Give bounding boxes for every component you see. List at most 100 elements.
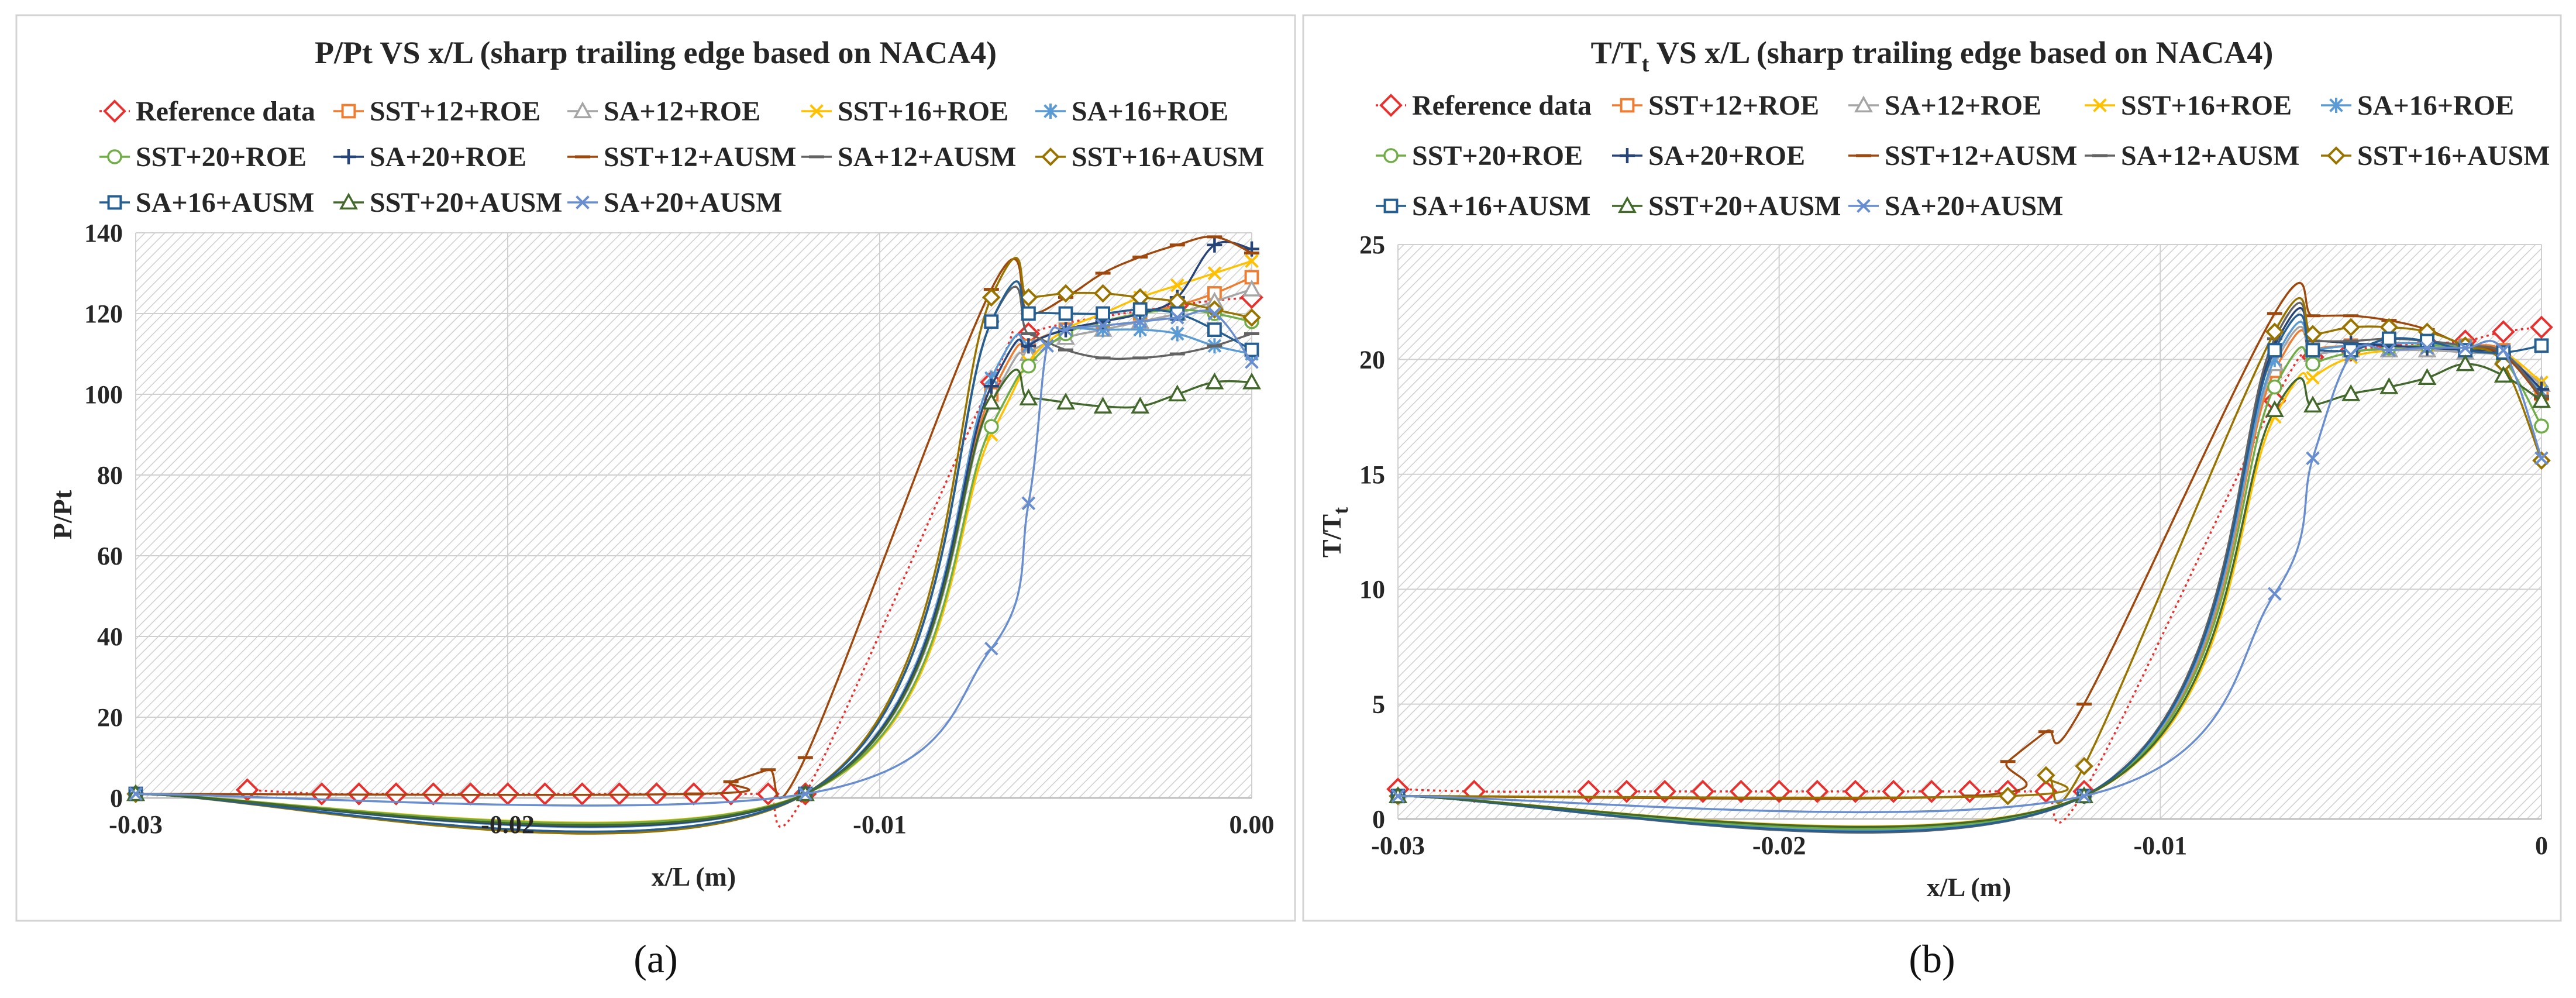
b-line-sa-20-ausm [1397,339,2543,814]
a-point-sst-20-ausm [982,393,1001,409]
a-point-sst-20-ausm [1242,372,1261,390]
b-legend-label: SST+16+ROE [2121,90,2292,121]
b-series-sa-20-ausm [1391,339,2549,814]
b-point-sst-20-roe [2305,356,2320,372]
a-point-sst-16-ausm [982,288,1001,307]
a-point-sa-20-ausm [1207,307,1222,321]
a-legend-item-sa-16-ausm: SA+16+AUSM [99,187,314,218]
b-point-sst-20-ausm [2265,400,2284,417]
caption-b: (b) [1909,937,1955,981]
b-point-sa-16-ausm [2305,343,2320,358]
chart-b-ylabel-main: T/T [1317,514,1346,557]
a-legend-swatch-marker [810,104,824,118]
a-point-sst-16-roe [1245,254,1259,269]
b-ytick-label: 10 [1359,575,1385,604]
a-point-sa-20-ausm [1170,311,1184,325]
b-legend-label: SST+12+AUSM [1885,140,2077,171]
b-legend-label: SA+20+AUSM [1885,191,2063,222]
a-point-sa-16-ausm [1021,306,1036,321]
a-legend-item-sst-20-ausm: SST+20+AUSM [333,187,562,218]
a-legend-swatch-marker [576,195,590,209]
a-ytick-label: 100 [84,380,123,409]
b-legend-swatch-marker [1854,95,1873,113]
b-point-reference-data [1767,780,1791,803]
b-xtick-label: -0.02 [1752,831,1806,860]
a-legend-item-sst-16-roe: SST+16+ROE [801,96,1008,127]
b-legend-item-sst-16-ausm: SST+16+AUSM [2321,140,2550,171]
b-point-sst-20-ausm [2417,368,2437,385]
b-legend-swatch-marker [1620,98,1635,113]
a-ytick-label: 80 [97,461,123,490]
a-point-sa-16-ausm [1207,322,1222,338]
a-point-sst-16-roe [1170,278,1184,292]
b-point-sst-20-ausm [2456,354,2475,371]
a-legend-item-reference-data: Reference data [99,96,315,127]
b-point-sa-16-ausm [2534,338,2549,353]
b-point-sst-20-ausm [2494,366,2513,383]
b-legend-item-sa-12-ausm: SA+12+AUSM [2085,140,2299,171]
chart-b-title-sub: t [1642,52,1649,77]
b-legend-item-sa-20-ausm: SA+20+AUSM [1848,191,2063,222]
b-point-sa-20-ausm [2382,343,2396,357]
a-point-sst-20-ausm [1205,372,1224,390]
chart-b-xlabel: x/L (m) [1927,872,2011,902]
b-legend-swatch-marker [1857,199,1871,213]
a-point-sa-20-ausm [1040,339,1055,353]
b-point-sa-20-ausm [2496,343,2510,357]
a-point-sst-16-ausm [1056,284,1075,303]
caption-a: (a) [633,937,677,981]
a-point-sst-20-ausm [1056,393,1075,409]
a-ytick-label: 60 [97,542,123,570]
b-ytick-label: 25 [1359,230,1385,259]
b-point-sa-20-ausm [2268,587,2282,601]
b-point-sst-16-ausm [2037,766,2055,785]
b-legend-swatch-marker [1618,196,1637,214]
b-point-sa-20-ausm [2534,451,2549,466]
a-line-sst-16-ausm [135,257,1252,835]
a-xtick-label: 0.00 [1230,810,1275,839]
a-legend-label: SA+20+AUSM [604,187,782,218]
chart-a-y-ticks: 0 20 40 60 80 100 120 140 [84,219,123,813]
b-point-reference-data [2492,320,2515,344]
a-point-sst-20-ausm [1019,388,1038,406]
b-point-reference-data [1882,780,1905,803]
b-point-sst-16-ausm [1998,786,2017,806]
chart-a-legend: Reference data SST+12+ROE SA+12+ROE SST+16+… [99,96,1264,218]
a-point-sst-16-ausm [1019,288,1038,307]
b-point-sa-20-ausm [2306,451,2320,466]
b-ytick-label: 0 [1372,805,1385,834]
a-point-sa-12-roe [1242,279,1261,297]
b-point-sa-20-ausm [2077,789,2091,803]
b-legend-item-sst-12-ausm: SST+12+AUSM [1848,140,2077,171]
b-point-sst-20-ausm [2379,377,2399,394]
chart-b-title: T/Tt VS x/L (sharp trailing edge based o… [1591,35,2274,77]
a-point-sst-20-roe [1021,358,1036,374]
a-legend-item-sa-20-ausm: SA+20+AUSM [567,187,782,218]
a-legend-label: SST+16+AUSM [1072,142,1264,173]
a-point-sa-20-ausm [1245,355,1259,369]
chart-b-plot-area [1398,245,2541,819]
a-point-sa-16-ausm [1058,306,1073,321]
a-ytick-label: 0 [110,784,123,813]
b-legend-item-sst-20-ausm: SST+20+AUSM [1612,191,1841,222]
a-legend-label: SA+12+ROE [604,96,760,127]
a-xtick-label: -0.03 [109,810,163,839]
b-point-sa-20-ausm [2458,340,2472,355]
chart-panel-a: P/Pt VS x/L (sharp trailing edge based o… [15,14,1296,922]
chart-b-gridlines [1397,244,2542,820]
a-point-sst-20-ausm [1131,397,1150,414]
b-point-sa-20-ausm [2344,347,2358,362]
b-legend-item-sst-12-roe: SST+12+ROE [1612,90,1819,121]
b-series-sst-16-ausm [1389,297,2551,806]
b-point-sa-20-ausm [1391,789,1405,803]
a-point-sa-20-ausm [129,787,143,801]
b-legend-label: SA+16+ROE [2357,90,2514,121]
b-legend-swatch-marker [1620,148,1635,163]
chart-b-title-main: T/T [1591,35,1642,70]
a-point-sst-20-ausm [1093,397,1113,414]
chart-panel-b: T/Tt VS x/L (sharp trailing edge based o… [1302,14,2562,922]
a-point-sst-16-ausm [1242,308,1261,327]
b-legend-item-sa-16-ausm: SA+16+AUSM [1376,191,1590,222]
a-legend-label: SST+16+ROE [838,96,1008,127]
